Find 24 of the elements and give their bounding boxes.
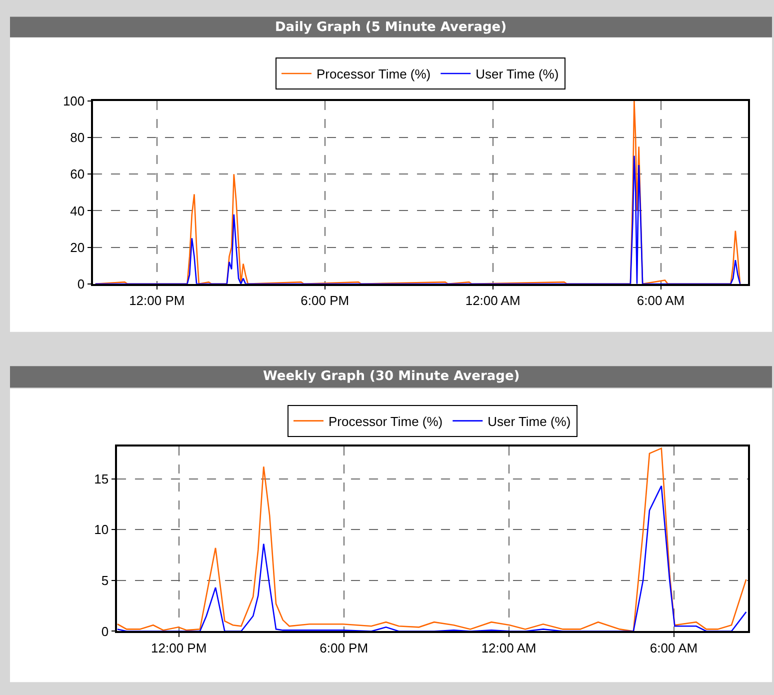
x-tick-label: 6:00 PM [300, 293, 350, 308]
x-tick-label: 6:00 AM [636, 293, 685, 308]
y-tick-label: 40 [70, 203, 85, 218]
y-tick-label: 10 [94, 522, 109, 538]
legend-label: Processor Time (%) [328, 414, 443, 429]
x-tick-label: 12:00 PM [151, 640, 207, 656]
x-tick-label: 12:00 AM [465, 293, 520, 308]
y-tick-label: 100 [62, 93, 85, 108]
y-tick-label: 60 [70, 166, 85, 182]
legend-label: User Time (%) [476, 66, 559, 82]
chart-title: Weekly Graph (30 Minute Average) [263, 369, 520, 384]
x-tick-label: 6:00 PM [320, 640, 368, 656]
x-tick-label: 12:00 PM [129, 293, 185, 308]
legend-label: Processor Time (%) [316, 66, 431, 82]
y-tick-label: 0 [101, 624, 109, 639]
y-tick-label: 5 [101, 572, 109, 588]
y-tick-label: 15 [94, 471, 109, 486]
x-tick-label: 12:00 AM [481, 640, 536, 656]
y-tick-label: 20 [70, 240, 85, 255]
legend-label: User Time (%) [488, 414, 571, 429]
y-tick-label: 80 [70, 130, 85, 146]
chart-title: Daily Graph (5 Minute Average) [275, 20, 507, 35]
y-tick-label: 0 [77, 276, 85, 292]
x-tick-label: 6:00 AM [650, 640, 698, 656]
